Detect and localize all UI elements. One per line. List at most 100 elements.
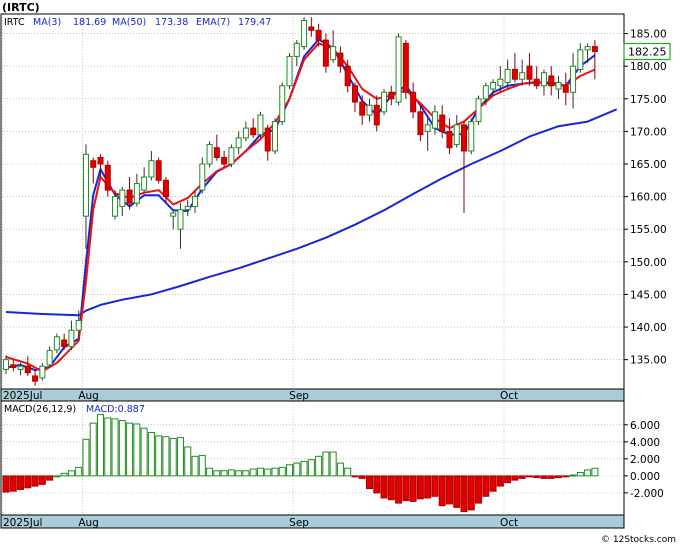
macd-bar-positive — [293, 462, 301, 477]
candle-down — [213, 134, 220, 161]
candle-body — [97, 156, 104, 165]
macd-legend-params: MACD(26,12,9) — [4, 404, 76, 415]
legend-ticker: IRTC — [4, 17, 25, 28]
candle-down — [351, 82, 358, 112]
candle-up — [490, 79, 497, 96]
macd-bar-negative — [555, 475, 563, 479]
candle-down — [373, 95, 380, 132]
macd-bar-positive — [67, 470, 75, 477]
candle-up — [271, 118, 278, 155]
macd-bar-negative — [31, 475, 39, 487]
candle-up — [468, 118, 475, 155]
macd-tick-label: 6.000 — [630, 420, 660, 432]
candle-body — [126, 189, 133, 204]
candle-body — [293, 42, 300, 57]
ema7-line — [5, 42, 596, 373]
candle-down — [126, 177, 133, 210]
candle-down — [359, 95, 366, 125]
candle-up — [286, 53, 293, 89]
candle-body — [250, 127, 257, 136]
candle-up — [570, 53, 577, 109]
macd-bar-positive — [336, 462, 344, 477]
macd-legend: MACD(26,12,9) MACD:0.887 — [4, 404, 145, 415]
legend-ema7-value: 179.47 — [238, 17, 271, 28]
legend-ma3-label: MA(3) — [33, 17, 61, 28]
candle-body — [61, 339, 68, 348]
macd-bar-positive — [213, 470, 221, 477]
candle-body — [431, 111, 438, 129]
macd-legend-value: MACD:0.887 — [86, 404, 145, 415]
macd-bar-positive — [104, 417, 112, 477]
macd-bar-positive — [264, 468, 272, 477]
macd-bar-negative — [395, 475, 403, 504]
candle-up — [192, 190, 199, 213]
macd-bar-positive — [256, 467, 264, 477]
macd-x-axis-labels: 2025Jul Aug Sep Oct — [3, 517, 518, 529]
macd-histogram — [2, 414, 599, 513]
candle-body — [475, 98, 482, 123]
candle-body — [533, 78, 540, 87]
candle-up — [39, 362, 46, 381]
candle-body — [315, 29, 322, 41]
candle-body — [548, 75, 555, 87]
legend-ma3-value: 181.69 — [73, 17, 106, 28]
macd-bar-positive — [53, 475, 61, 478]
candle-body — [24, 365, 31, 374]
candle-body — [555, 81, 562, 90]
macd-bar-negative — [504, 475, 512, 484]
candle-down — [10, 359, 17, 372]
candle-body — [497, 78, 504, 87]
candle-up — [199, 157, 206, 194]
candle-body — [206, 143, 213, 165]
macd-bar-negative — [431, 475, 439, 497]
candle-body — [468, 121, 475, 152]
candle-up — [141, 167, 148, 194]
price-tick-label: 145.00 — [630, 289, 667, 301]
candle-down — [388, 85, 395, 106]
macd-bar-negative — [511, 475, 519, 481]
macd-bar-positive — [184, 446, 192, 477]
candle-body — [112, 196, 119, 217]
price-tick-label: 160.00 — [630, 192, 667, 204]
candle-up — [206, 141, 213, 168]
candle-up — [395, 33, 402, 106]
macd-x-label: Oct — [500, 517, 518, 529]
candle-up — [381, 89, 388, 116]
candle-down — [24, 356, 31, 376]
candle-body — [381, 91, 388, 113]
macd-bar-positive — [198, 454, 206, 477]
macd-bar-negative — [24, 475, 32, 489]
price-tick-label: 140.00 — [630, 322, 667, 334]
candle-up — [228, 144, 235, 168]
candle-body — [10, 364, 17, 368]
price-tick-label: 155.00 — [630, 224, 667, 236]
macd-bar-negative — [387, 475, 395, 501]
candle-body — [330, 46, 337, 61]
macd-bar-negative — [475, 475, 483, 504]
macd-bar-positive — [97, 414, 105, 477]
candle-body — [148, 160, 155, 178]
candle-body — [402, 42, 409, 93]
candle-down — [439, 105, 446, 138]
candle-body — [286, 55, 293, 87]
candle-body — [257, 114, 264, 136]
candle-down — [61, 333, 68, 350]
candle-body — [424, 124, 431, 132]
macd-bar-positive — [322, 451, 330, 477]
macd-bar-negative — [453, 475, 461, 508]
macd-bar-positive — [315, 455, 323, 477]
candle-up — [301, 17, 308, 50]
candle-body — [351, 85, 358, 103]
macd-bar-negative — [518, 475, 526, 479]
macd-bar-positive — [569, 474, 577, 477]
candle-body — [279, 85, 286, 123]
macd-bar-positive — [176, 437, 184, 477]
candle-down — [526, 53, 533, 86]
candle-up — [453, 115, 460, 148]
candle-up — [68, 320, 75, 350]
legend-ema7-label: EMA(7) — [196, 17, 230, 28]
candle-up — [519, 59, 526, 86]
price-legend: IRTC MA(3) 181.69 MA(50) 173.38 EMA(7) 1… — [4, 17, 271, 28]
macd-bar-negative — [9, 475, 17, 492]
candle-down — [402, 40, 409, 99]
